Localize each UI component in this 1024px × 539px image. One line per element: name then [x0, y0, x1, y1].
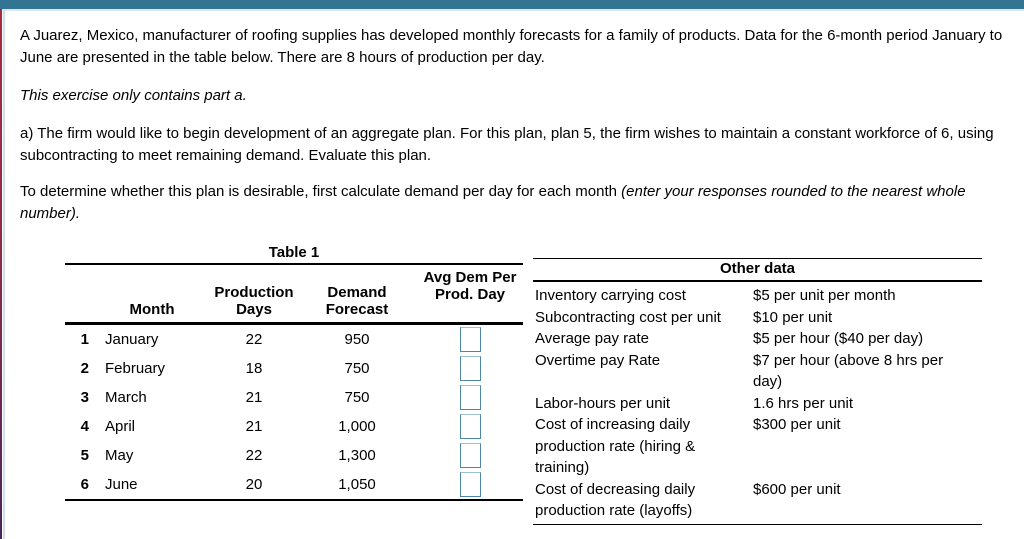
demand-forecast-cell: 1,000	[338, 418, 376, 435]
other-data-label: Labor-hours per unit	[535, 394, 671, 412]
production-days-cell: 22	[245, 331, 263, 348]
table-row-january: 1 January 22 950	[65, 325, 523, 354]
table-row-april: 4 April 21 1,000	[65, 412, 523, 441]
other-data-label: Overtime pay Rate	[535, 351, 661, 369]
header-production-days: Production Days	[214, 284, 294, 318]
other-data-panel: Other data Inventory carrying cost $5 pe…	[533, 258, 982, 525]
demand-forecast-cell: 950	[344, 331, 370, 348]
table-row-may: 5 May 22 1,300	[65, 441, 523, 470]
row-number: 2	[80, 360, 89, 377]
avg-demand-cell	[417, 327, 523, 352]
production-days-cell: 21	[245, 418, 263, 435]
window-left-edge-highlight	[3, 9, 5, 539]
production-days-cell: 18	[245, 360, 263, 377]
window-left-edge	[0, 9, 2, 539]
demand-forecast-cell: 1,050	[338, 476, 376, 493]
other-data-label: Cost of increasing daily production rate…	[535, 416, 696, 476]
demand-forecast-cell: 1,300	[338, 447, 376, 464]
other-data-label: Cost of decreasing daily production rate…	[535, 480, 696, 520]
other-data-value: 1.6 hrs per unit	[753, 394, 854, 412]
demand-forecast-cell: 750	[344, 389, 370, 406]
month-cell: February	[105, 360, 166, 377]
row-number: 5	[80, 447, 89, 464]
list-item-labor-hours-per-unit: Labor-hours per unit 1.6 hrs per unit	[533, 393, 982, 415]
other-data-label: Subcontracting cost per unit	[535, 308, 721, 326]
other-data-value: $5 per unit per month	[753, 287, 896, 304]
month-cell: March	[105, 389, 147, 406]
month-cell: April	[105, 418, 136, 435]
top-bar-underline	[0, 9, 1024, 11]
instruction-rounding-note: (enter your responses rounded to the nea…	[20, 183, 966, 222]
row-number: 6	[80, 476, 89, 493]
header-row-number	[65, 265, 93, 322]
production-days-cell: 21	[245, 389, 263, 406]
other-data-value: $300 per unit	[753, 416, 841, 433]
list-item-subcontracting-cost: Subcontracting cost per unit $10 per uni…	[533, 307, 982, 329]
month-cell: June	[105, 476, 138, 493]
row-number: 1	[80, 331, 89, 348]
intro-paragraph: A Juarez, Mexico, manufacturer of roofin…	[20, 27, 1003, 66]
other-data-value: $5 per hour ($40 per day)	[753, 330, 924, 347]
table1-body: 1 January 22 950 2 February 18 750	[65, 325, 523, 501]
header-month: Month	[129, 301, 175, 318]
list-item-inventory-carrying-cost: Inventory carrying cost $5 per unit per …	[533, 285, 982, 307]
other-data-value: $10 per unit	[753, 308, 833, 326]
avg-demand-input-january[interactable]	[459, 327, 481, 352]
table1-title: Table 1	[268, 244, 320, 261]
header-demand-forecast: Demand Forecast	[325, 284, 389, 318]
production-days-cell: 20	[245, 476, 263, 493]
avg-demand-cell	[417, 385, 523, 410]
problem-content: A Juarez, Mexico, manufacturer of roofin…	[6, 11, 1020, 525]
other-data-rows: Inventory carrying cost $5 per unit per …	[533, 282, 982, 525]
row-number: 3	[80, 389, 89, 406]
other-data-label: Average pay rate	[535, 330, 649, 347]
table1-header-row: Month Production Days Demand Forecast Av…	[65, 265, 523, 325]
part-a-paragraph: a) The firm would like to begin developm…	[20, 125, 994, 164]
window-top-bar	[0, 0, 1024, 9]
avg-demand-input-may[interactable]	[459, 443, 481, 468]
avg-demand-cell	[417, 414, 523, 439]
avg-demand-input-february[interactable]	[459, 356, 481, 381]
list-item-cost-increasing-production: Cost of increasing daily production rate…	[533, 414, 982, 479]
demand-forecast-cell: 750	[344, 360, 370, 377]
avg-demand-cell	[417, 356, 523, 381]
month-cell: May	[105, 447, 134, 464]
list-item-overtime-pay-rate: Overtime pay Rate $7 per hour (above 8 h…	[533, 350, 982, 393]
other-data-value: $600 per unit	[753, 480, 841, 498]
table-row-february: 2 February 18 750	[65, 354, 523, 383]
avg-demand-input-april[interactable]	[459, 414, 481, 439]
avg-demand-cell	[417, 472, 523, 497]
production-days-cell: 22	[245, 447, 263, 464]
header-avg-dem-per-prod-day: Avg Dem Per Prod. Day	[423, 269, 517, 303]
table1-grid: Month Production Days Demand Forecast Av…	[65, 263, 523, 501]
table-row-march: 3 March 21 750	[65, 383, 523, 412]
other-data-value: $7 per hour (above 8 hrs per day)	[753, 351, 944, 391]
table-row-june: 6 June 20 1,050	[65, 470, 523, 499]
exercise-note: This exercise only contains part a.	[20, 87, 247, 104]
row-number: 4	[80, 418, 89, 435]
avg-demand-input-march[interactable]	[459, 385, 481, 410]
avg-demand-input-june[interactable]	[459, 472, 481, 497]
instruction-paragraph: To determine whether this plan is desira…	[20, 181, 1006, 225]
list-item-average-pay-rate: Average pay rate $5 per hour ($40 per da…	[533, 328, 982, 350]
month-cell: January	[105, 331, 159, 348]
avg-demand-cell	[417, 443, 523, 468]
table1: Table 1 Month Production Days Demand For…	[65, 243, 523, 501]
instruction-text: To determine whether this plan is desira…	[20, 183, 622, 200]
tables-section: Table 1 Month Production Days Demand For…	[65, 243, 1006, 525]
list-item-cost-decreasing-production: Cost of decreasing daily production rate…	[533, 479, 982, 522]
other-data-title: Other data	[533, 258, 982, 282]
other-data-label: Inventory carrying cost	[535, 287, 686, 304]
